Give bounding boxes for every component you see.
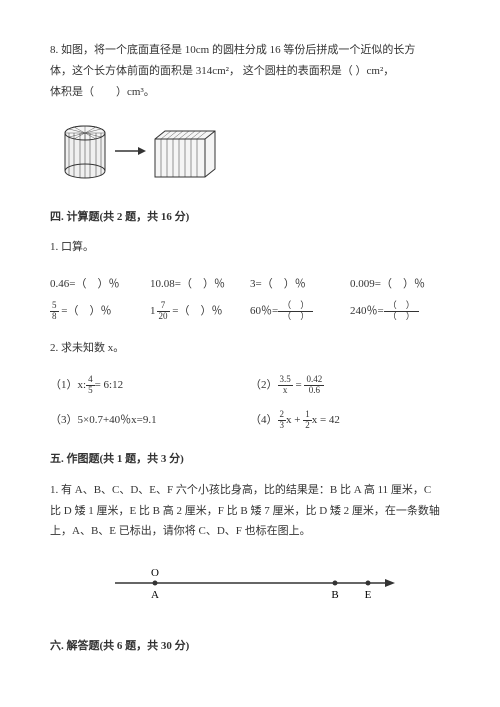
q8-line3: 体积是（ ）cm³。 <box>50 82 450 103</box>
calc-2c: 60％=（ ）（ ） <box>250 301 350 322</box>
section-6-title: 六. 解答题(共 6 题，共 30 分) <box>50 636 450 657</box>
question-8: 8. 如图，将一个底面直径是 10cm 的圆柱分成 16 等份后拼成一个近似的长… <box>50 40 450 103</box>
eq2: （2）3.5x = 0.420.6 <box>250 375 450 396</box>
sec5-line1: 1. 有 A、B、C、D、E、F 六个小孩比身高，比的结果是：B 比 A 高 1… <box>50 480 450 501</box>
calc-2d: 240％=（ ）（ ） <box>350 301 450 322</box>
calc-2a: 58 =（ ）％ <box>50 301 150 322</box>
eq-row-1: （1）x:45= 6:12 （2）3.5x = 0.420.6 <box>50 375 450 396</box>
q8-line2: 体，这个长方体前面的面积是 314cm²， 这个圆柱的表面积是（ ）cm²， <box>50 61 450 82</box>
calc-1c: 3=（ ）％ <box>250 274 350 295</box>
cylinder-figure <box>60 121 450 189</box>
label-e: E <box>365 589 372 601</box>
eq-row-2: （3）5×0.7+40％x=9.1 （4）23x + 12x = 42 <box>50 410 450 431</box>
label-a: A <box>151 589 159 601</box>
sec4-q1: 1. 口算。 <box>50 237 450 258</box>
eq1: （1）x:45= 6:12 <box>50 375 250 396</box>
eq4: （4）23x + 12x = 42 <box>250 410 450 431</box>
label-o: O <box>151 567 159 579</box>
q8-line1: 8. 如图，将一个底面直径是 10cm 的圆柱分成 16 等份后拼成一个近似的长… <box>50 40 450 61</box>
sec4-q2: 2. 求未知数 x。 <box>50 338 450 359</box>
section-5-title: 五. 作图题(共 1 题，共 3 分) <box>50 449 450 470</box>
calc-row-2: 58 =（ ）％ 1720 =（ ）％ 60％=（ ）（ ） 240％=（ ）（… <box>50 301 450 322</box>
section-4-title: 四. 计算题(共 2 题，共 16 分) <box>50 207 450 228</box>
calc-1d: 0.009=（ ）％ <box>350 274 450 295</box>
calc-1a: 0.46=（ ）％ <box>50 274 150 295</box>
calc-2b: 1720 =（ ）％ <box>150 301 250 322</box>
number-line-figure: O A B E <box>110 558 450 616</box>
sec5-line2: 比 D 矮 1 厘米，E 比 B 高 2 厘米，F 比 B 矮 7 厘米，比 D… <box>50 501 450 522</box>
sec5-line3: 上，A、B、E 已标出，请你将 C、D、F 也标在图上。 <box>50 521 450 542</box>
eq3: （3）5×0.7+40％x=9.1 <box>50 410 250 431</box>
calc-1b: 10.08=（ ）％ <box>150 274 250 295</box>
calc-row-1: 0.46=（ ）％ 10.08=（ ）％ 3=（ ）％ 0.009=（ ）％ <box>50 274 450 295</box>
label-b: B <box>331 589 338 601</box>
